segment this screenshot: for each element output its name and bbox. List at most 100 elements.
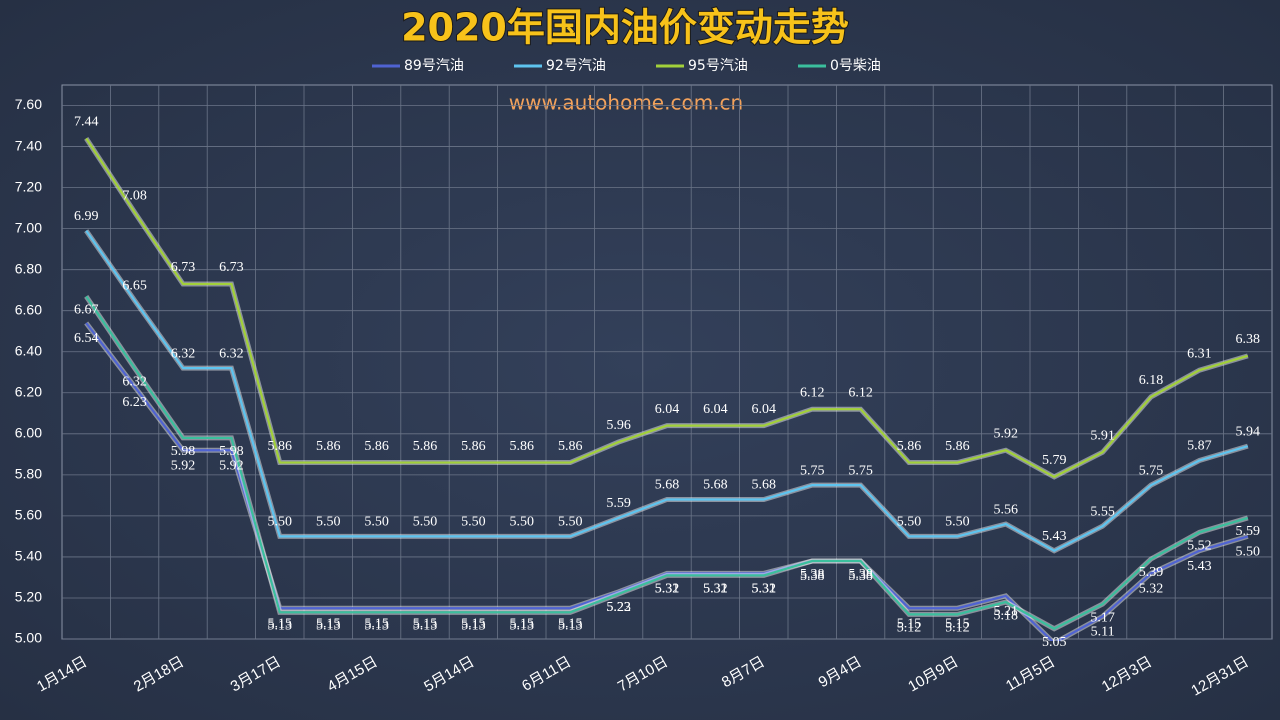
data-label: 7.08 (122, 188, 147, 203)
data-label: 5.43 (1187, 559, 1212, 574)
data-label: 5.18 (994, 608, 1019, 623)
x-tick-label: 4月15日 (324, 653, 380, 695)
x-tick-label: 12月3日 (1099, 653, 1155, 695)
data-label: 5.92 (994, 426, 1019, 441)
data-label: 5.56 (994, 502, 1019, 517)
data-label: 5.15 (461, 616, 486, 631)
data-label: 5.87 (1187, 439, 1212, 454)
data-label: 5.75 (1139, 463, 1164, 478)
data-label: 5.86 (945, 439, 970, 454)
data-label: 5.50 (897, 515, 922, 530)
y-tick-label: 5.00 (15, 630, 42, 646)
lines (84, 136, 1249, 641)
x-tick-label: 11月5日 (1003, 653, 1058, 695)
data-label: 5.39 (1139, 565, 1164, 580)
y-tick-label: 6.40 (15, 342, 42, 358)
data-label: 6.54 (74, 331, 99, 346)
data-label: 5.31 (655, 582, 680, 597)
data-label: 5.22 (606, 600, 631, 615)
data-label: 5.68 (655, 478, 680, 493)
legend-label: 89号汽油 (404, 58, 464, 74)
data-label: 5.13 (316, 619, 341, 634)
data-label: 5.86 (316, 439, 341, 454)
data-label: 6.32 (171, 346, 196, 361)
data-label: 5.38 (848, 567, 873, 582)
x-tick-label: 6月11日 (519, 653, 574, 695)
data-label: 6.32 (122, 374, 147, 389)
x-tick-label: 10月9日 (905, 653, 961, 695)
x-tick-label: 9月4日 (816, 653, 865, 691)
data-label: 6.12 (848, 385, 873, 400)
data-label: 5.50 (364, 515, 389, 530)
data-label: 5.96 (606, 418, 631, 433)
legend-label: 95号汽油 (688, 58, 748, 74)
x-tick-label: 8月7日 (719, 653, 768, 691)
data-label: 5.21 (994, 604, 1019, 619)
data-label: 6.18 (1139, 373, 1164, 388)
y-tick-label: 7.00 (15, 219, 42, 235)
data-label: 6.99 (74, 209, 99, 224)
series-line (85, 137, 1249, 479)
data-label: 5.32 (703, 582, 728, 597)
data-label: 5.15 (316, 616, 341, 631)
series-line (85, 230, 1249, 553)
data-label: 5.86 (268, 439, 293, 454)
data-label: 5.15 (510, 616, 535, 631)
data-label: 5.31 (752, 582, 777, 597)
data-label: 5.38 (800, 567, 825, 582)
legend-label: 0号柴油 (830, 58, 881, 74)
data-label: 5.98 (171, 444, 196, 459)
data-label: 5.38 (848, 569, 873, 584)
legend-label: 92号汽油 (546, 58, 606, 74)
data-label: 5.15 (558, 616, 583, 631)
data-label: 5.75 (800, 463, 825, 478)
y-tick-label: 6.20 (15, 383, 42, 399)
data-label: 5.13 (558, 619, 583, 634)
data-label: 5.86 (897, 439, 922, 454)
y-tick-label: 7.20 (15, 178, 42, 194)
data-label: 5.50 (510, 515, 535, 530)
data-label: 5.13 (413, 619, 438, 634)
y-tick-label: 6.60 (15, 301, 42, 317)
data-label: 5.17 (1090, 610, 1115, 625)
data-label: 5.15 (897, 616, 922, 631)
x-tick-label: 7月10日 (615, 653, 671, 695)
data-label: 5.86 (461, 439, 486, 454)
data-label: 6.04 (655, 402, 680, 417)
data-label: 6.67 (74, 303, 99, 318)
data-label: 6.73 (219, 260, 244, 275)
y-tick-label: 6.00 (15, 425, 42, 441)
data-label: 5.52 (1187, 539, 1212, 554)
y-tick-label: 6.80 (15, 260, 42, 276)
data-label: 7.44 (74, 115, 99, 130)
y-tick-label: 5.60 (15, 507, 42, 523)
data-label: 5.50 (413, 515, 438, 530)
y-tick-label: 7.40 (15, 137, 42, 153)
data-label: 5.05 (1042, 635, 1067, 650)
data-label: 5.15 (945, 616, 970, 631)
data-label: 5.32 (655, 582, 680, 597)
plot-frame (61, 84, 1273, 640)
data-label: 5.13 (510, 619, 535, 634)
x-tick-label: 5月14日 (421, 653, 477, 695)
y-tick-label: 5.40 (15, 548, 42, 564)
legend: 89号汽油 92号汽油 95号汽油 0号柴油 (372, 58, 881, 74)
data-label: 6.32 (219, 346, 244, 361)
y-tick-label: 5.20 (15, 589, 42, 605)
data-label: 5.98 (219, 444, 244, 459)
x-tick-label: 2月18日 (131, 653, 187, 695)
data-label: 6.73 (171, 260, 196, 275)
data-label: 5.13 (364, 619, 389, 634)
data-label: 6.38 (1236, 332, 1261, 347)
data-label: 5.50 (316, 515, 341, 530)
data-label: 5.91 (1090, 429, 1115, 444)
data-label: 6.12 (800, 385, 825, 400)
data-label: 5.79 (1042, 453, 1067, 468)
data-label: 5.92 (219, 458, 244, 473)
data-label: 5.86 (364, 439, 389, 454)
data-label: 5.11 (1091, 625, 1115, 640)
data-label: 5.59 (1236, 524, 1261, 539)
data-label: 5.43 (1042, 529, 1067, 544)
data-label: 5.59 (606, 496, 631, 511)
